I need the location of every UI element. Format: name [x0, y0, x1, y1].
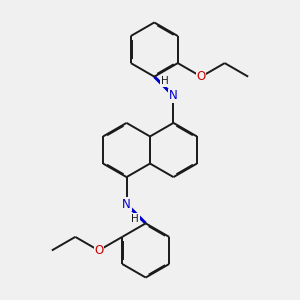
- Text: O: O: [94, 244, 104, 257]
- Text: N: N: [122, 198, 131, 211]
- Text: H: H: [131, 214, 139, 224]
- Text: N: N: [169, 89, 178, 102]
- Text: H: H: [161, 76, 169, 86]
- Text: O: O: [196, 70, 206, 83]
